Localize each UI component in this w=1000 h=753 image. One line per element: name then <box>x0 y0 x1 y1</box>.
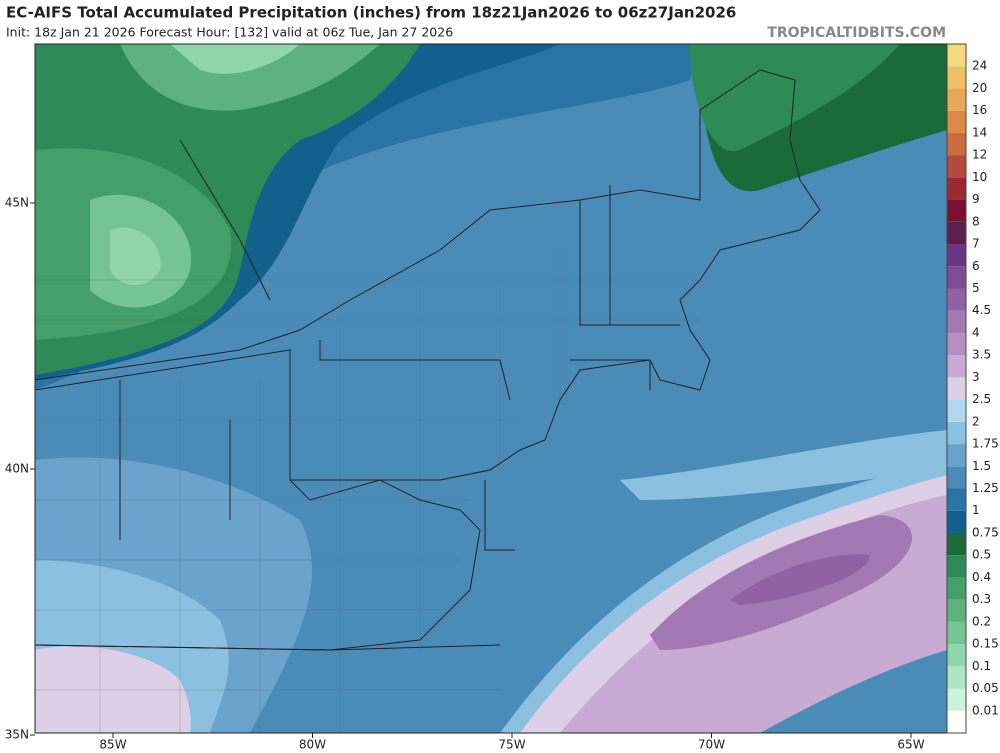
colorbar-cell <box>947 444 966 467</box>
colorbar-label: 1 <box>972 503 980 517</box>
lat-label: 40N <box>5 462 29 476</box>
colorbar-cell <box>947 88 966 111</box>
colorbar-label: 1.25 <box>972 481 999 495</box>
colorbar-label: 0.75 <box>972 525 999 539</box>
colorbar-label: 12 <box>972 148 987 162</box>
colorbar-label: 2 <box>972 414 980 428</box>
lon-label: 65W <box>897 738 924 752</box>
colorbar-label: 4 <box>972 325 980 339</box>
colorbar-label: 4.5 <box>972 303 991 317</box>
colorbar-label: 20 <box>972 81 987 95</box>
colorbar-cell <box>947 488 966 511</box>
colorbar-cell <box>947 555 966 578</box>
colorbar-label: 0.3 <box>972 592 991 606</box>
colorbar-cell <box>947 288 966 311</box>
map <box>35 44 947 733</box>
colorbar-cell <box>947 244 966 267</box>
colorbar-cell <box>947 599 966 622</box>
colorbar-label: 10 <box>972 170 987 184</box>
colorbar-label: 2.5 <box>972 392 991 406</box>
colorbar-label: 3.5 <box>972 348 991 362</box>
colorbar-cell <box>947 221 966 245</box>
colorbar-cell <box>947 644 966 667</box>
colorbar: 0.01 0.05 0.1 0.15 0.2 0.3 0.4 0.5 0.75 1 1.25 1.5 1… <box>946 43 999 734</box>
lon-label: 75W <box>498 738 525 752</box>
colorbar-cell <box>947 310 966 333</box>
colorbar-cell <box>947 110 966 133</box>
colorbar-frame <box>946 43 967 734</box>
colorbar-cell <box>947 688 966 711</box>
lon-label: 80W <box>299 738 326 752</box>
colorbar-cell <box>947 710 966 733</box>
subtitle: Init: 18z Jan 21 2026 Forecast Hour: [13… <box>6 25 453 40</box>
colorbar-cell <box>947 377 966 400</box>
colorbar-label: 9 <box>972 192 980 206</box>
colorbar-cell <box>947 332 966 356</box>
colorbar-cell <box>947 577 966 600</box>
colorbar-cell <box>947 66 966 89</box>
colorbar-cell <box>947 266 966 289</box>
colorbar-cell <box>947 666 966 689</box>
colorbar-cell <box>947 510 966 533</box>
colorbar-label: 6 <box>972 259 980 273</box>
colorbar-label: 14 <box>972 125 987 139</box>
lat-label: 45N <box>5 196 29 210</box>
colorbar-label: 3 <box>972 370 980 384</box>
lon-label: 85W <box>99 738 126 752</box>
colorbar-label: 0.1 <box>972 659 991 673</box>
colorbar-cell <box>947 466 966 489</box>
colorbar-label: 0.15 <box>972 637 999 651</box>
axes: 45N 40N 35N 85W 80W 75W 70W 65W <box>5 196 925 752</box>
colorbar-cell <box>947 532 966 556</box>
colorbar-label: 0.05 <box>972 681 999 695</box>
colorbar-label: 0.4 <box>972 570 991 584</box>
colorbar-label: 0.01 <box>972 703 999 717</box>
colorbar-cell <box>947 132 966 156</box>
colorbar-cell <box>947 199 966 222</box>
colorbar-label: 16 <box>972 103 987 117</box>
lat-label: 35N <box>5 728 29 742</box>
colorbar-cell <box>947 621 966 645</box>
colorbar-label: 5 <box>972 281 980 295</box>
colorbar-label: 7 <box>972 237 980 251</box>
brand: TROPICALTIDBITS.COM <box>767 25 946 41</box>
colorbar-cell <box>947 355 966 378</box>
colorbar-cell <box>947 44 966 67</box>
colorbar-label: 0.2 <box>972 614 991 628</box>
colorbar-cell <box>947 155 966 178</box>
colorbar-cell <box>947 421 966 445</box>
colorbar-cell <box>947 399 966 422</box>
lon-label: 70W <box>698 738 725 752</box>
title: EC-AIFS Total Accumulated Precipitation … <box>6 4 736 22</box>
colorbar-label: 24 <box>972 59 987 73</box>
colorbar-label: 1.5 <box>972 459 991 473</box>
colorbar-label: 8 <box>972 214 980 228</box>
colorbar-label: 0.5 <box>972 548 991 562</box>
colorbar-label: 1.75 <box>972 437 999 451</box>
colorbar-cell <box>947 177 966 200</box>
